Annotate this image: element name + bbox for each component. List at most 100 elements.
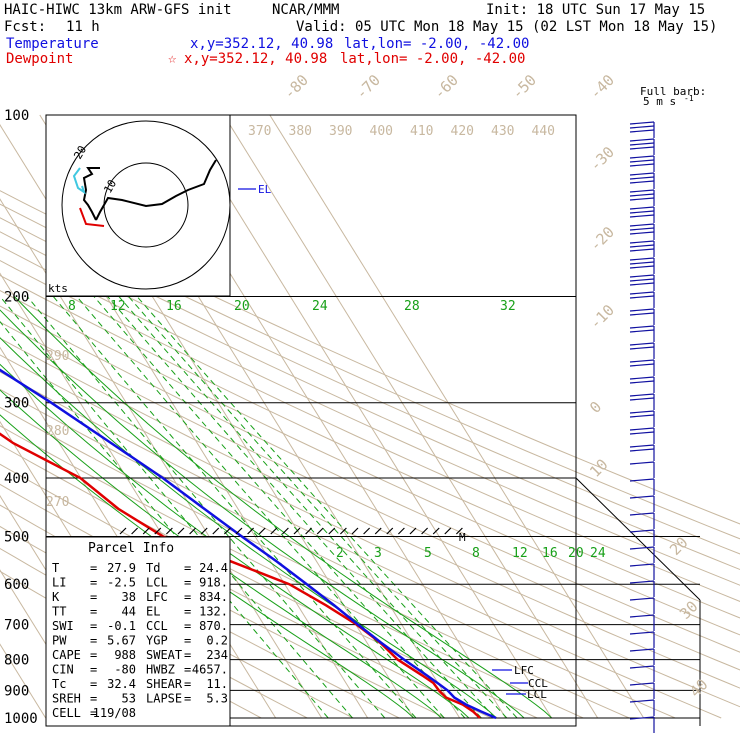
pressure-tick-label: 600 <box>4 577 29 593</box>
wind-barb-flag <box>629 231 655 235</box>
parcel-param-eq: = <box>90 590 97 604</box>
parcel-param-value: 32.4 <box>107 677 136 691</box>
isotherm-label: -60 <box>430 71 462 103</box>
wind-barb-flag <box>629 716 655 720</box>
mixing-ratio-label: 8 <box>472 546 480 561</box>
parcel-param-key: CAPE <box>52 648 81 662</box>
hatch-mark <box>316 527 324 535</box>
mixing-ratio-label: 2 <box>336 546 344 561</box>
wind-barb-flag <box>629 512 655 516</box>
dewpoint-line <box>0 432 481 719</box>
hatch-mark <box>165 527 173 535</box>
parcel-param-eq: = <box>184 648 191 662</box>
m-marker: M <box>459 531 466 544</box>
isotherm-label: -70 <box>352 71 384 103</box>
hatch-mark <box>223 527 231 535</box>
wind-barb-flag <box>629 180 655 184</box>
hatch-mark <box>247 527 255 535</box>
parcel-param-eq: = <box>90 648 97 662</box>
theta-label: 390 <box>329 124 352 139</box>
hatch-mark <box>119 527 127 535</box>
hatch-mark <box>444 527 452 535</box>
hatch-mark <box>235 527 243 535</box>
hodograph-units: kts <box>48 282 68 295</box>
isotherm-line <box>0 569 93 719</box>
wind-barb-flag <box>629 346 655 350</box>
temperature-loc: x,y=352.12, 40.98 <box>190 36 333 52</box>
pressure-labels: 100 200 300 400 500 600 700 800 900 1000 <box>4 108 38 727</box>
parcel-param-eq: = <box>184 619 191 633</box>
wind-barb-flag <box>629 142 655 146</box>
wind-barb-flag <box>629 138 655 142</box>
parcel-param-eq: = <box>184 663 191 677</box>
hatch-mark <box>421 527 429 535</box>
mixing-ratio-label: 3 <box>374 546 382 561</box>
hodograph-ring-label-20: 20 <box>71 144 89 162</box>
hatch-mark <box>386 527 394 535</box>
dry-adiabat-line <box>0 371 722 719</box>
parcel-param-value: -2.5 <box>107 576 136 590</box>
hatch-mark <box>281 527 289 535</box>
wind-barb-flag <box>629 359 655 363</box>
parcel-param-value: 132. <box>199 605 228 619</box>
wind-barb-flag <box>629 448 655 452</box>
wind-barb-flag <box>629 257 655 261</box>
hatch-mark <box>455 527 463 535</box>
parcel-param-key: K <box>52 590 60 604</box>
parcel-param-eq: = <box>90 561 97 575</box>
parcel-param-key: TT <box>52 605 66 619</box>
wind-barb-flag <box>629 193 655 197</box>
parcel-param-eq: = <box>184 561 191 575</box>
wind-barb-flag <box>629 414 655 418</box>
barb-units-sup: -1 <box>684 94 694 103</box>
dry-adiabat-line <box>0 406 630 719</box>
parcel-param-value: 834. <box>199 590 228 604</box>
wind-barb-flag <box>629 197 655 201</box>
parcel-param-value: 5.67 <box>107 634 136 648</box>
wind-barb-flag <box>629 308 655 312</box>
wind-barb-flag <box>629 159 655 163</box>
wind-barb-flag <box>629 410 655 414</box>
hodograph-ring-20 <box>61 120 231 290</box>
hodograph-inset: 10 20 kts <box>45 114 231 297</box>
parcel-param-value: 234 <box>206 648 228 662</box>
mixing-ratio-label: 32 <box>500 299 516 314</box>
hatch-mark <box>432 527 440 535</box>
parcel-param-value: 11. <box>206 677 228 691</box>
isotherm-label: 10 <box>586 455 612 481</box>
wind-barb-flag <box>629 342 655 346</box>
isotherm-line <box>0 198 323 719</box>
mixing-ratio-line <box>52 296 417 719</box>
hodograph-trace-red <box>79 207 105 227</box>
hatch-mark <box>131 527 139 535</box>
theta-label: 420 <box>451 124 474 139</box>
dry-adiabat-line <box>0 388 676 719</box>
wind-barb-flag <box>629 163 655 167</box>
mixing-ratio-label: 24 <box>590 546 606 561</box>
parcel-param-eq: = <box>184 590 191 604</box>
wind-barb-flag <box>629 121 655 125</box>
isotherm-label: -30 <box>586 143 618 175</box>
dewpoint-label: Dewpoint <box>6 51 73 67</box>
hatch-mark <box>374 527 382 535</box>
wind-barb-flag <box>629 546 655 550</box>
hatch-mark <box>351 527 359 535</box>
dry-adiabat-line <box>0 190 740 525</box>
parcel-param-eq: = <box>90 692 97 706</box>
pressure-tick-label: 500 <box>4 529 29 545</box>
wind-barb-flag <box>629 155 655 159</box>
parcel-param-key: SREH <box>52 692 81 706</box>
isotherm-label: 20 <box>666 533 692 559</box>
barb-title: Full barb: <box>640 85 706 98</box>
pressure-tick-label: 400 <box>4 471 29 487</box>
wind-barb-flag <box>629 529 655 533</box>
isotherm-label: -50 <box>508 71 540 103</box>
wind-barb-flag <box>629 295 655 299</box>
dry-adiabat-line <box>0 231 740 571</box>
parcel-param-eq: = <box>90 576 97 590</box>
parcel-param-key: CIN <box>52 663 74 677</box>
parcel-param-value: 988 <box>114 648 136 662</box>
parcel-param-eq: = <box>90 663 97 677</box>
parcel-param-value: 4657. <box>192 663 228 677</box>
parcel-info-panel: Parcel Info T = 27.9 Td = 24.4 LI = -2.5 LCL = 918.… <box>45 536 231 727</box>
